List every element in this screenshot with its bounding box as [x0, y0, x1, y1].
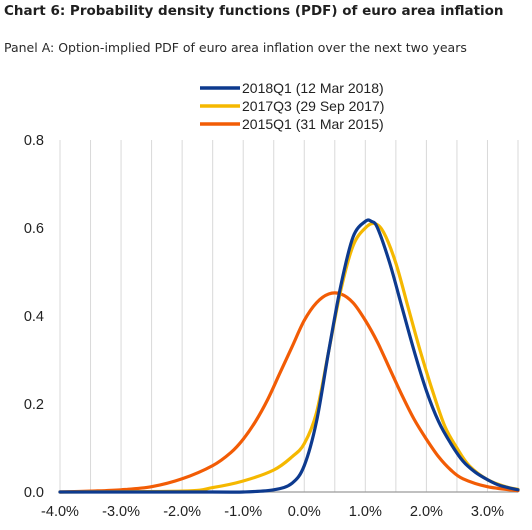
series-line-2018q1 — [58, 218, 520, 494]
y-tick-label: 0.4 — [24, 309, 44, 325]
series-line-2015q1 — [58, 291, 520, 494]
x-tick-label: 2.0% — [410, 504, 443, 520]
x-tick-label: -2.0% — [163, 504, 201, 520]
x-tick-label: -3.0% — [102, 504, 140, 520]
x-tick-label: 1.0% — [349, 504, 382, 520]
legend-label: 2018Q1 (12 Mar 2018) — [242, 80, 384, 96]
series-line-2017q3 — [58, 221, 520, 494]
x-tick-label: 3.0% — [471, 504, 504, 520]
legend-label: 2017Q3 (29 Sep 2017) — [242, 98, 384, 114]
x-tick-label: 0.0% — [288, 504, 321, 520]
y-tick-label: 0.8 — [24, 133, 44, 149]
legend: 2018Q1 (12 Mar 2018) 2017Q3 (29 Sep 2017)… — [200, 80, 384, 132]
y-tick-label: 0.2 — [24, 397, 44, 413]
chart-title: Chart 6: Probability density functions (… — [4, 3, 504, 19]
series-lines — [58, 218, 520, 494]
axes: 0.0 0.2 0.4 0.6 0.8 -4.0% -3.0% -2.0% -1.0% 0.0% 1… — [24, 133, 518, 520]
legend-label: 2015Q1 (31 Mar 2015) — [242, 116, 384, 132]
y-tick-label: 0.6 — [24, 221, 44, 237]
y-tick-label: 0.0 — [24, 485, 44, 501]
x-tick-label: -1.0% — [224, 504, 262, 520]
panel-subtitle: Panel A: Option-implied PDF of euro area… — [4, 40, 467, 55]
x-tick-label: -4.0% — [41, 504, 79, 520]
